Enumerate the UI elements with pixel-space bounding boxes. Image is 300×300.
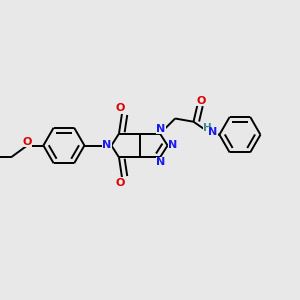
Text: O: O (196, 96, 206, 106)
Text: O: O (115, 178, 124, 188)
Text: N: N (156, 157, 165, 167)
Text: N: N (208, 128, 217, 137)
Text: N: N (102, 140, 111, 151)
Text: N: N (168, 140, 178, 151)
Text: O: O (115, 103, 124, 113)
Text: H: H (203, 123, 212, 133)
Text: O: O (22, 137, 32, 147)
Text: N: N (156, 124, 165, 134)
